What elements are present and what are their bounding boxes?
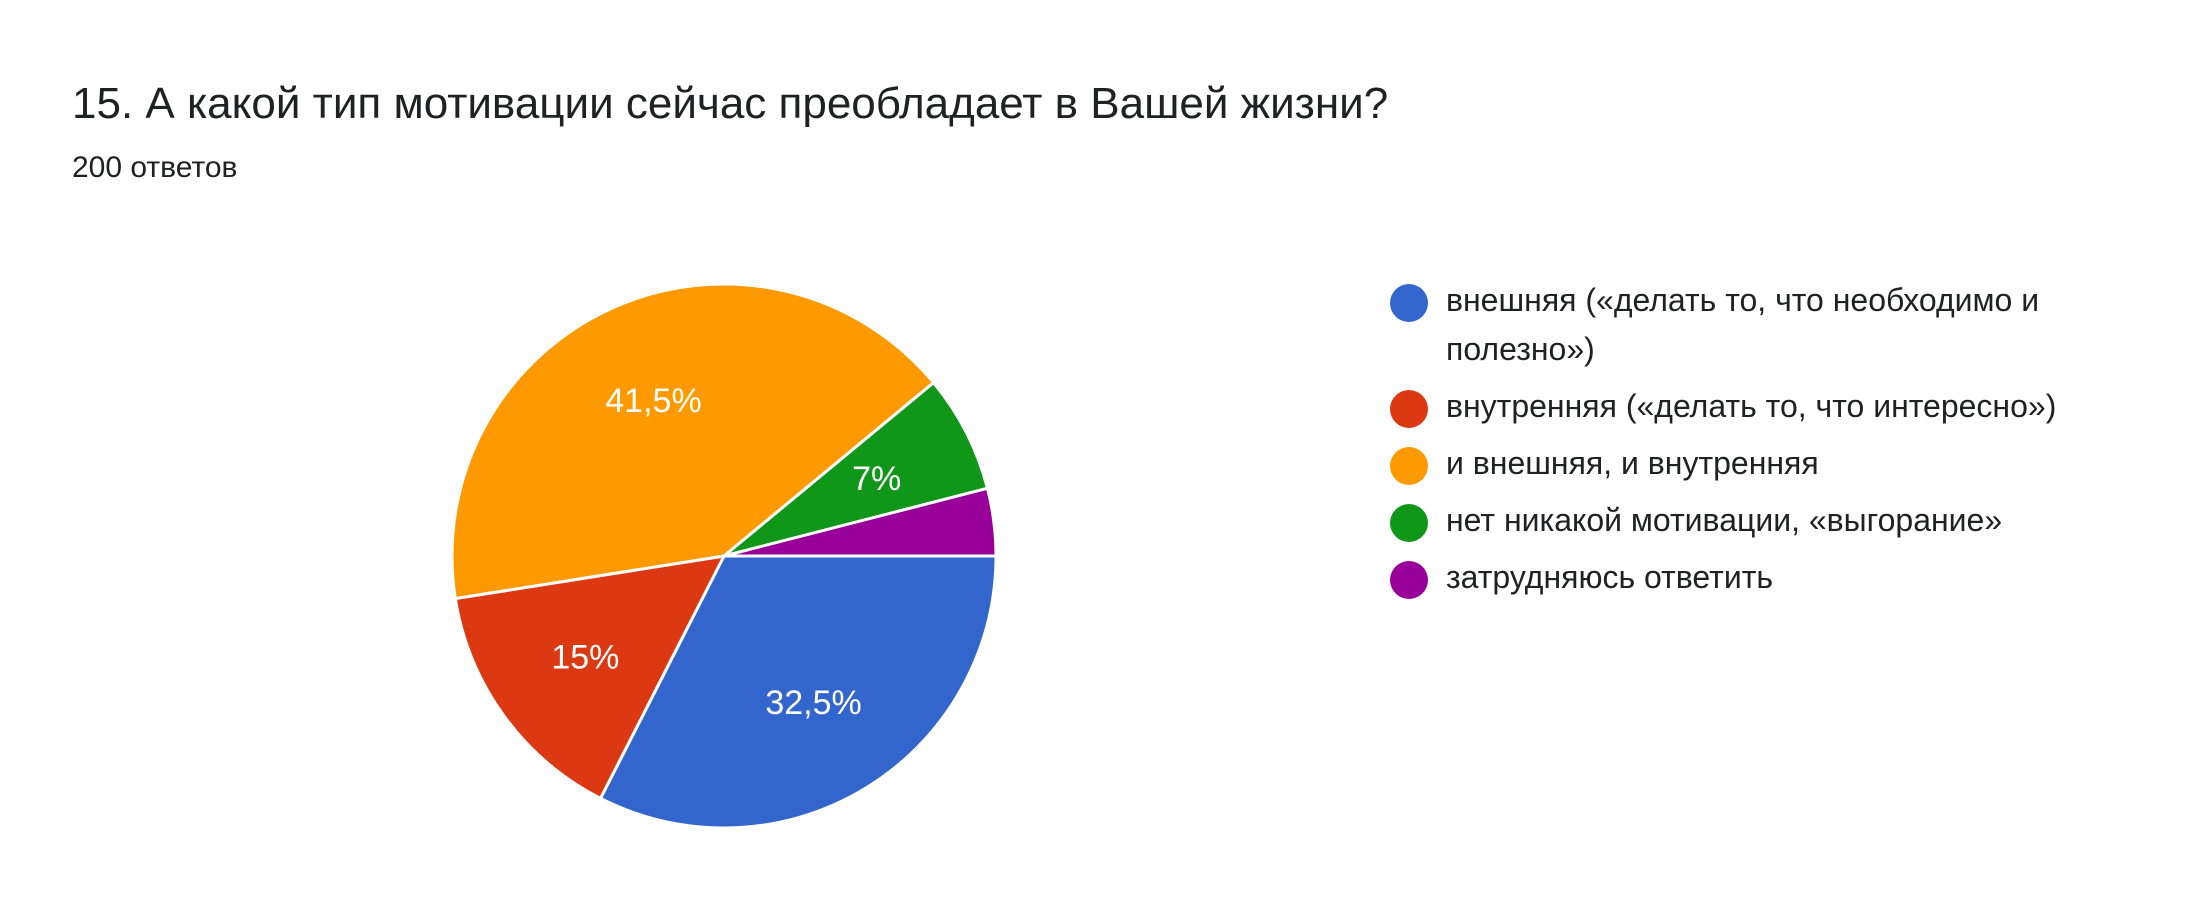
pie-slice-1[interactable] — [453, 554, 726, 800]
legend-dot-icon — [1390, 504, 1428, 542]
pie-slice-4[interactable] — [722, 486, 998, 558]
pie-slice-label-2: 41,5% — [605, 382, 701, 420]
legend-item-0[interactable]: внешняя («делать то, что необходимо и по… — [1390, 276, 2150, 374]
pie-slice-2[interactable] — [450, 282, 936, 601]
pie-slice-label-0: 32,5% — [765, 684, 861, 722]
legend-dot-icon — [1390, 561, 1428, 599]
pie-slice-3[interactable] — [722, 381, 989, 558]
legend-dot-icon — [1390, 284, 1428, 322]
pie-slice-label-3: 7% — [852, 460, 901, 498]
response-count: 200 ответов — [72, 151, 238, 184]
legend-label: затрудняюсь ответить — [1446, 559, 1774, 595]
legend-item-3[interactable]: нет никакой мотивации, «выгорание» — [1390, 496, 2150, 545]
legend-dot-icon — [1390, 390, 1428, 428]
question-title: 15. А какой тип мотивации сейчас преобла… — [72, 79, 1389, 128]
pie-slice-0[interactable] — [599, 554, 998, 830]
pie-slice-label-1: 15% — [551, 639, 619, 677]
legend-label: нет никакой мотивации, «выгорание» — [1446, 502, 2003, 538]
chart-legend: внешняя («делать то, что необходимо и по… — [1390, 276, 2150, 610]
legend-item-4[interactable]: затрудняюсь ответить — [1390, 553, 2150, 602]
legend-label: и внешняя, и внутренняя — [1446, 445, 1819, 481]
legend-label: внешняя («делать то, что необходимо и по… — [1446, 282, 2040, 367]
legend-dot-icon — [1390, 447, 1428, 485]
legend-item-2[interactable]: и внешняя, и внутренняя — [1390, 439, 2150, 488]
legend-label: внутренняя («делать то, что интересно») — [1446, 388, 2057, 424]
legend-item-1[interactable]: внутренняя («делать то, что интересно») — [1390, 382, 2150, 431]
